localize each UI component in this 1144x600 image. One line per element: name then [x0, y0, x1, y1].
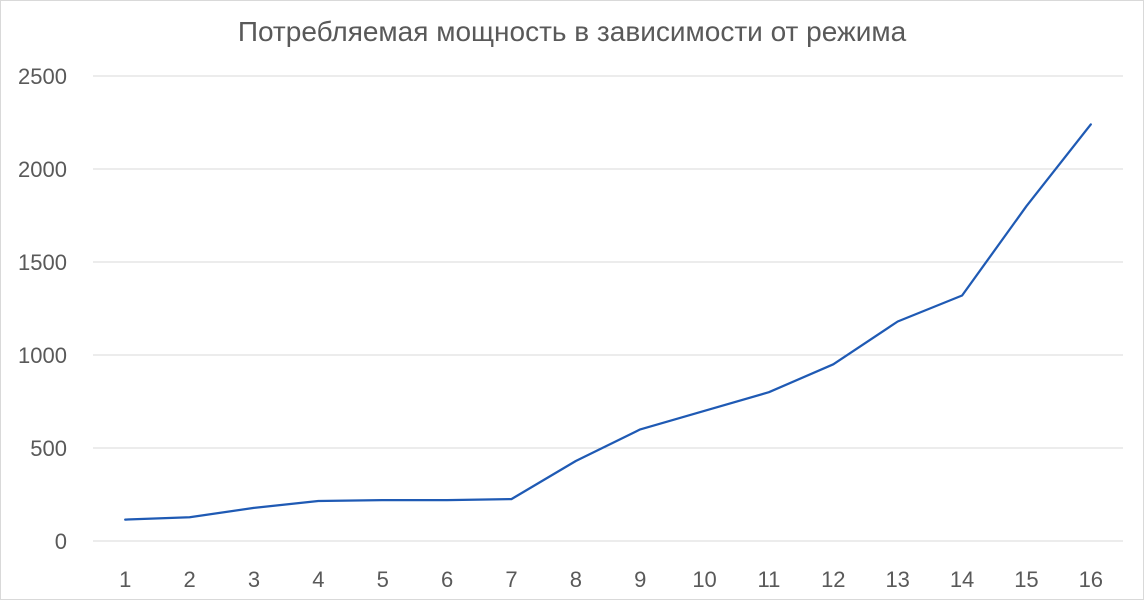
- x-tick-label: 6: [441, 567, 453, 592]
- y-tick-label: 0: [55, 529, 67, 554]
- series-layer: [124, 123, 1092, 521]
- x-tick-label: 3: [248, 567, 260, 592]
- x-tick-label: 4: [312, 567, 324, 592]
- x-tick-label: 2: [183, 567, 195, 592]
- series-line: [124, 123, 1092, 521]
- chart-title: Потребляемая мощность в зависимости от р…: [238, 16, 907, 47]
- x-tick-label: 10: [692, 567, 716, 592]
- y-tick-label: 2500: [18, 64, 67, 89]
- gridlines: [93, 75, 1123, 542]
- x-tick-label: 5: [377, 567, 389, 592]
- x-axis-tick-labels: 1 2 3 4 5 6 7 8 9 10 11 12 13 14 15 16: [119, 567, 1103, 592]
- x-tick-label: 12: [821, 567, 845, 592]
- x-tick-label: 14: [950, 567, 974, 592]
- x-tick-label: 16: [1079, 567, 1103, 592]
- x-tick-label: 15: [1014, 567, 1038, 592]
- x-tick-label: 7: [505, 567, 517, 592]
- x-tick-label: 13: [885, 567, 909, 592]
- y-tick-label: 500: [30, 436, 67, 461]
- x-tick-label: 9: [634, 567, 646, 592]
- y-tick-label: 2000: [18, 157, 67, 182]
- y-axis-tick-labels: 0 500 1000 1500 2000 2500: [18, 64, 67, 554]
- y-tick-label: 1000: [18, 343, 67, 368]
- y-tick-label: 1500: [18, 250, 67, 275]
- x-tick-label: 1: [119, 567, 131, 592]
- x-tick-label: 8: [570, 567, 582, 592]
- x-tick-label: 11: [758, 567, 781, 592]
